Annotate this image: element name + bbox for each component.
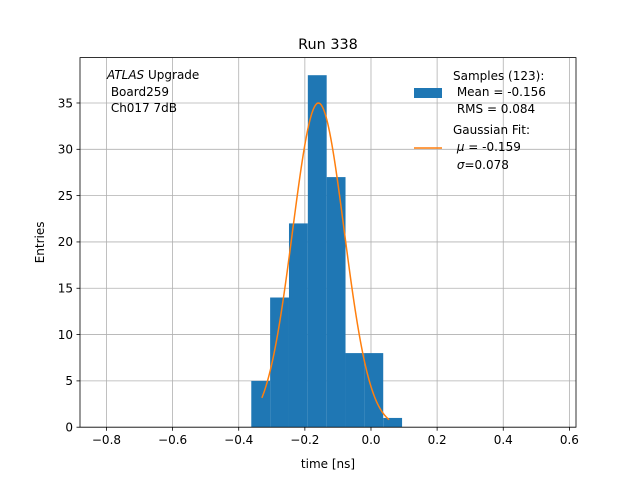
x-tick-label: −0.2 [290,433,319,447]
y-tick-label: 15 [58,282,73,296]
histogram-bar [345,353,365,428]
histogram-bars [251,75,403,428]
y-tick-label: 0 [65,421,73,435]
y-tick-label: 20 [58,235,73,249]
y-tick-label: 25 [58,189,73,203]
x-tick-label: 0.0 [361,433,380,447]
annotation-atlas: ATLAS [106,68,145,82]
y-axis-label: Entries [33,222,47,264]
histogram-bar [307,75,327,428]
x-tick-label: 0.6 [560,433,579,447]
histogram-bar [383,417,403,428]
legend-mu-symbol: μ [456,140,465,154]
x-tick-label: −0.8 [92,433,121,447]
fit-layer [261,102,390,421]
y-tick-label: 10 [58,328,73,342]
y-tick-label: 5 [65,374,73,388]
legend-sigma-value: =0.078 [464,158,508,172]
legend-samples-swatch [414,88,442,98]
x-tick-label: −0.4 [224,433,253,447]
x-axis-label: time [ns] [301,457,355,471]
legend: Samples (123): Mean = -0.156 RMS = 0.084… [414,69,546,172]
axis-ticks: −0.8 −0.6 −0.4 −0.2 0.0 0.2 0.4 0.6 0 5 10 15 20 25 30… [58,96,579,447]
x-tick-label: −0.6 [158,433,187,447]
legend-fit-mu: μ = -0.159 [453,140,521,154]
legend-sigma-symbol: σ [457,158,465,172]
legend-fit-sigma: σ=0.078 [453,158,509,172]
histogram-bar [251,380,271,428]
y-tick-label: 30 [58,143,73,157]
legend-mu-value: = -0.159 [464,140,520,154]
gaussian-fit-curve [261,102,390,421]
x-tick-label: 0.2 [428,433,447,447]
histogram-bar [364,353,384,428]
annotation-upgrade: Upgrade [144,68,199,82]
histogram-bar [288,223,308,428]
annotation-line-1: ATLAS Upgrade [106,68,199,82]
legend-fit-title: Gaussian Fit: [453,123,530,137]
legend-samples-title: Samples (123): [453,69,544,83]
annotation-line-3: Ch017 7dB [107,101,177,115]
histogram-bar [270,297,289,428]
x-tick-label: 0.4 [494,433,513,447]
chart-title: Run 338 [298,37,358,53]
plot-frame [79,57,577,428]
y-tick-label: 35 [58,96,73,110]
atlas-annotation: ATLAS Upgrade Board259 Ch017 7dB [106,68,199,115]
histogram-bar [326,177,346,428]
annotation-line-2: Board259 [107,85,169,99]
legend-samples-mean: Mean = -0.156 [453,85,546,99]
legend-samples-rms: RMS = 0.084 [453,102,535,116]
